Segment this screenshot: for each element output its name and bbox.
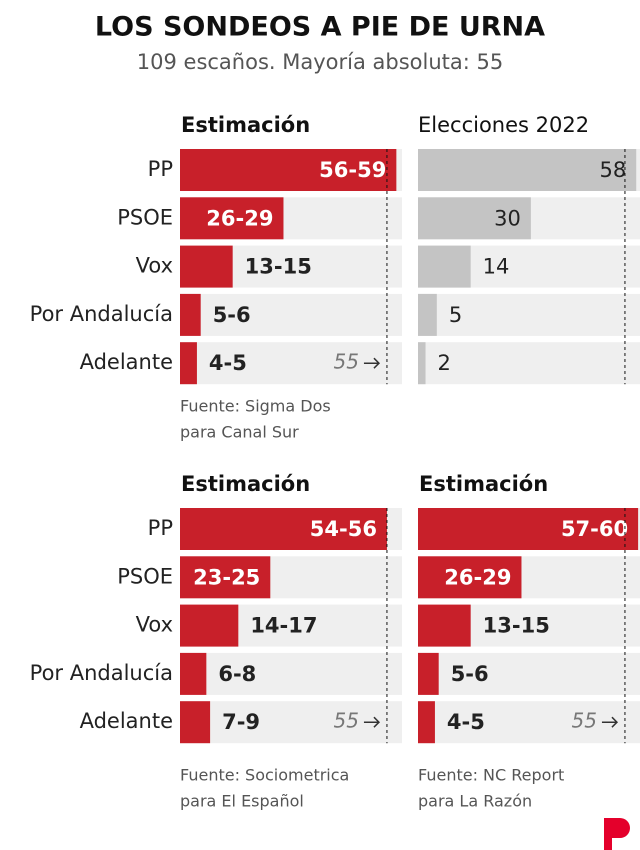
bar xyxy=(418,149,637,191)
bar xyxy=(180,508,387,550)
source-note: para El Español xyxy=(180,792,304,811)
majority-arrow xyxy=(363,716,381,728)
value-label: 14-17 xyxy=(250,614,317,638)
category-label: Adelante xyxy=(80,709,173,733)
bar xyxy=(418,342,426,385)
bar xyxy=(180,149,397,191)
row-background xyxy=(418,652,640,695)
value-label: 54-56 xyxy=(310,517,377,541)
bar xyxy=(418,245,471,288)
bar xyxy=(180,652,207,695)
category-label: Por Andalucía xyxy=(30,661,173,685)
category-label: Vox xyxy=(136,254,173,278)
category-label: PP xyxy=(148,516,173,540)
bar xyxy=(180,245,233,288)
value-label: 13-15 xyxy=(245,255,312,279)
value-label: 57-60 xyxy=(561,517,628,541)
source-note: para La Razón xyxy=(418,792,532,811)
panel-title: Elecciones 2022 xyxy=(418,113,589,137)
category-label: PSOE xyxy=(117,205,173,229)
bar xyxy=(180,293,201,336)
value-label: 13-15 xyxy=(483,614,550,638)
value-label: 26-29 xyxy=(206,206,273,230)
row-background xyxy=(180,293,402,336)
value-label: 30 xyxy=(494,206,521,230)
bar xyxy=(418,701,435,744)
panel-title: Estimación xyxy=(419,472,548,496)
value-label: 58 xyxy=(600,158,627,182)
value-label: 7-9 xyxy=(222,710,260,734)
value-label: 5 xyxy=(449,303,462,327)
majority-label: 55 xyxy=(333,709,358,733)
category-label: Vox xyxy=(136,613,173,637)
bar xyxy=(418,556,522,599)
row-background xyxy=(418,293,640,336)
value-label: 26-29 xyxy=(444,565,511,589)
source-note: Fuente: Sociometrica xyxy=(180,766,349,785)
bar xyxy=(180,556,271,599)
source-note: para Canal Sur xyxy=(180,423,299,442)
category-label: Por Andalucía xyxy=(30,302,173,326)
majority-arrow xyxy=(363,357,381,369)
value-label: 5-6 xyxy=(451,662,489,686)
subtitle: 109 escaños. Mayoría absoluta: 55 xyxy=(137,50,503,74)
panel-title: Estimación xyxy=(181,113,310,137)
value-label: 5-6 xyxy=(213,303,251,327)
category-label: PSOE xyxy=(117,564,173,588)
bar xyxy=(418,293,437,336)
category-label: PP xyxy=(148,157,173,181)
value-label: 6-8 xyxy=(218,662,256,686)
value-label: 4-5 xyxy=(209,351,247,375)
row-background xyxy=(180,652,402,695)
value-label: 14 xyxy=(483,255,510,279)
title: LOS SONDEOS A PIE DE URNA xyxy=(95,12,545,43)
bar xyxy=(180,604,239,647)
bar xyxy=(418,508,639,550)
source-note: Fuente: Sigma Dos xyxy=(180,397,331,416)
majority-arrow xyxy=(601,716,619,728)
bar xyxy=(418,652,439,695)
source-note: Fuente: NC Report xyxy=(418,766,564,785)
value-label: 2 xyxy=(438,351,451,375)
bar xyxy=(180,197,284,240)
category-label: Adelante xyxy=(80,350,173,374)
bar xyxy=(180,342,197,385)
logo xyxy=(604,818,630,850)
value-label: 56-59 xyxy=(319,158,386,182)
majority-label: 55 xyxy=(333,350,358,374)
majority-label: 55 xyxy=(571,709,596,733)
bar xyxy=(418,604,471,647)
bar xyxy=(418,197,531,240)
panel-title: Estimación xyxy=(181,472,310,496)
value-label: 23-25 xyxy=(193,565,260,589)
value-label: 4-5 xyxy=(447,710,485,734)
bar xyxy=(180,701,211,744)
row-background xyxy=(418,342,640,385)
